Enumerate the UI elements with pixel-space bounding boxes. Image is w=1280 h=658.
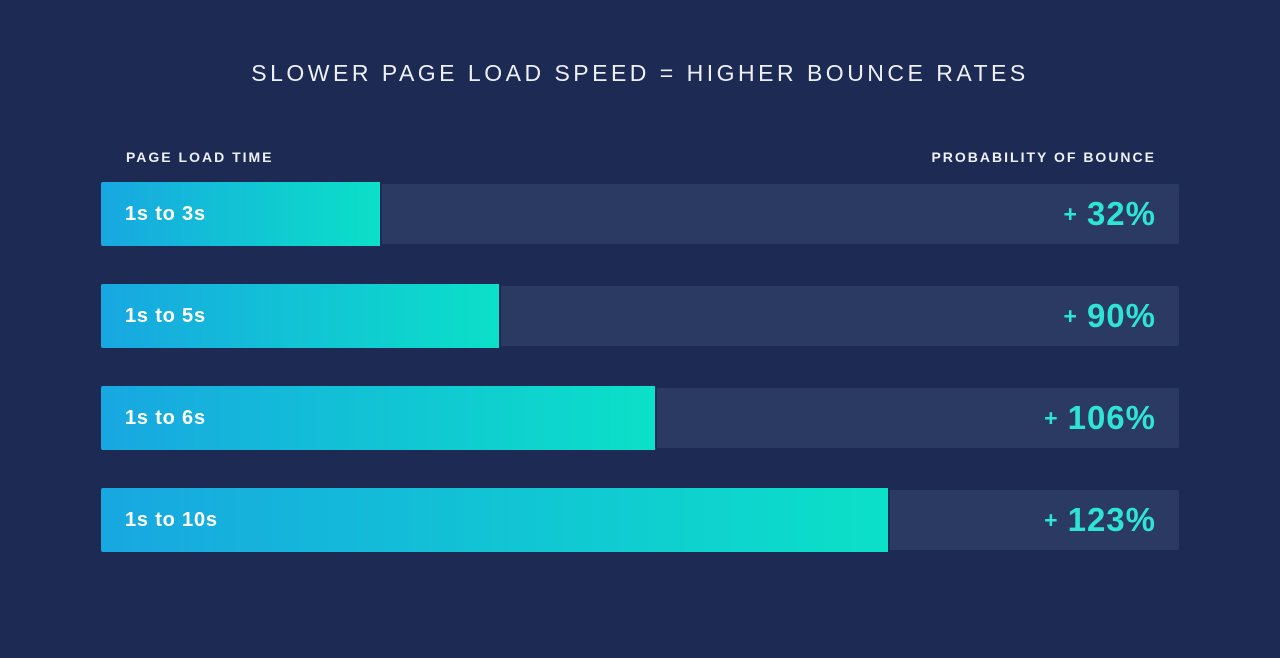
- column-headers: PAGE LOAD TIME PROBABILITY OF BOUNCE: [101, 149, 1179, 165]
- bar-chart: PAGE LOAD TIME PROBABILITY OF BOUNCE 1s …: [101, 149, 1179, 552]
- bar-row: 1s to 6s + 106%: [101, 386, 1179, 450]
- bar-label: 1s to 5s: [125, 304, 206, 327]
- bar-value-number: 90%: [1086, 297, 1156, 334]
- bar-fill: 1s to 5s: [101, 284, 501, 348]
- plus-sign: +: [1044, 506, 1059, 533]
- bar-value-number: 123%: [1067, 501, 1156, 538]
- bar-label: 1s to 10s: [125, 508, 218, 531]
- bar-value-number: 106%: [1067, 399, 1156, 436]
- plus-sign: +: [1063, 200, 1078, 227]
- plus-sign: +: [1044, 404, 1059, 431]
- bar-value: + 32%: [1064, 184, 1157, 244]
- bar-label: 1s to 6s: [125, 406, 206, 429]
- bar-value: + 90%: [1064, 286, 1157, 346]
- bar-fill: 1s to 10s: [101, 488, 891, 552]
- bar-fill: 1s to 6s: [101, 386, 658, 450]
- bar-track: 1s to 6s + 106%: [101, 386, 1179, 450]
- plus-sign: +: [1063, 302, 1078, 329]
- bar-track: 1s to 3s + 32%: [101, 182, 1179, 246]
- bar-label: 1s to 3s: [125, 202, 206, 225]
- chart-title: SLOWER PAGE LOAD SPEED = HIGHER BOUNCE R…: [251, 60, 1029, 86]
- column-header-page-load-time: PAGE LOAD TIME: [126, 149, 274, 165]
- bar-value: + 106%: [1044, 388, 1156, 448]
- bar-row: 1s to 3s + 32%: [101, 182, 1179, 246]
- bar-row: 1s to 10s + 123%: [101, 488, 1179, 552]
- bar-track: 1s to 10s + 123%: [101, 488, 1179, 552]
- bar-track: 1s to 5s + 90%: [101, 284, 1179, 348]
- bar-row: 1s to 5s + 90%: [101, 284, 1179, 348]
- bar-fill: 1s to 3s: [101, 182, 383, 246]
- bar-value-number: 32%: [1086, 195, 1156, 232]
- bar-value: + 123%: [1044, 490, 1156, 550]
- column-header-probability-of-bounce: PROBABILITY OF BOUNCE: [931, 149, 1156, 165]
